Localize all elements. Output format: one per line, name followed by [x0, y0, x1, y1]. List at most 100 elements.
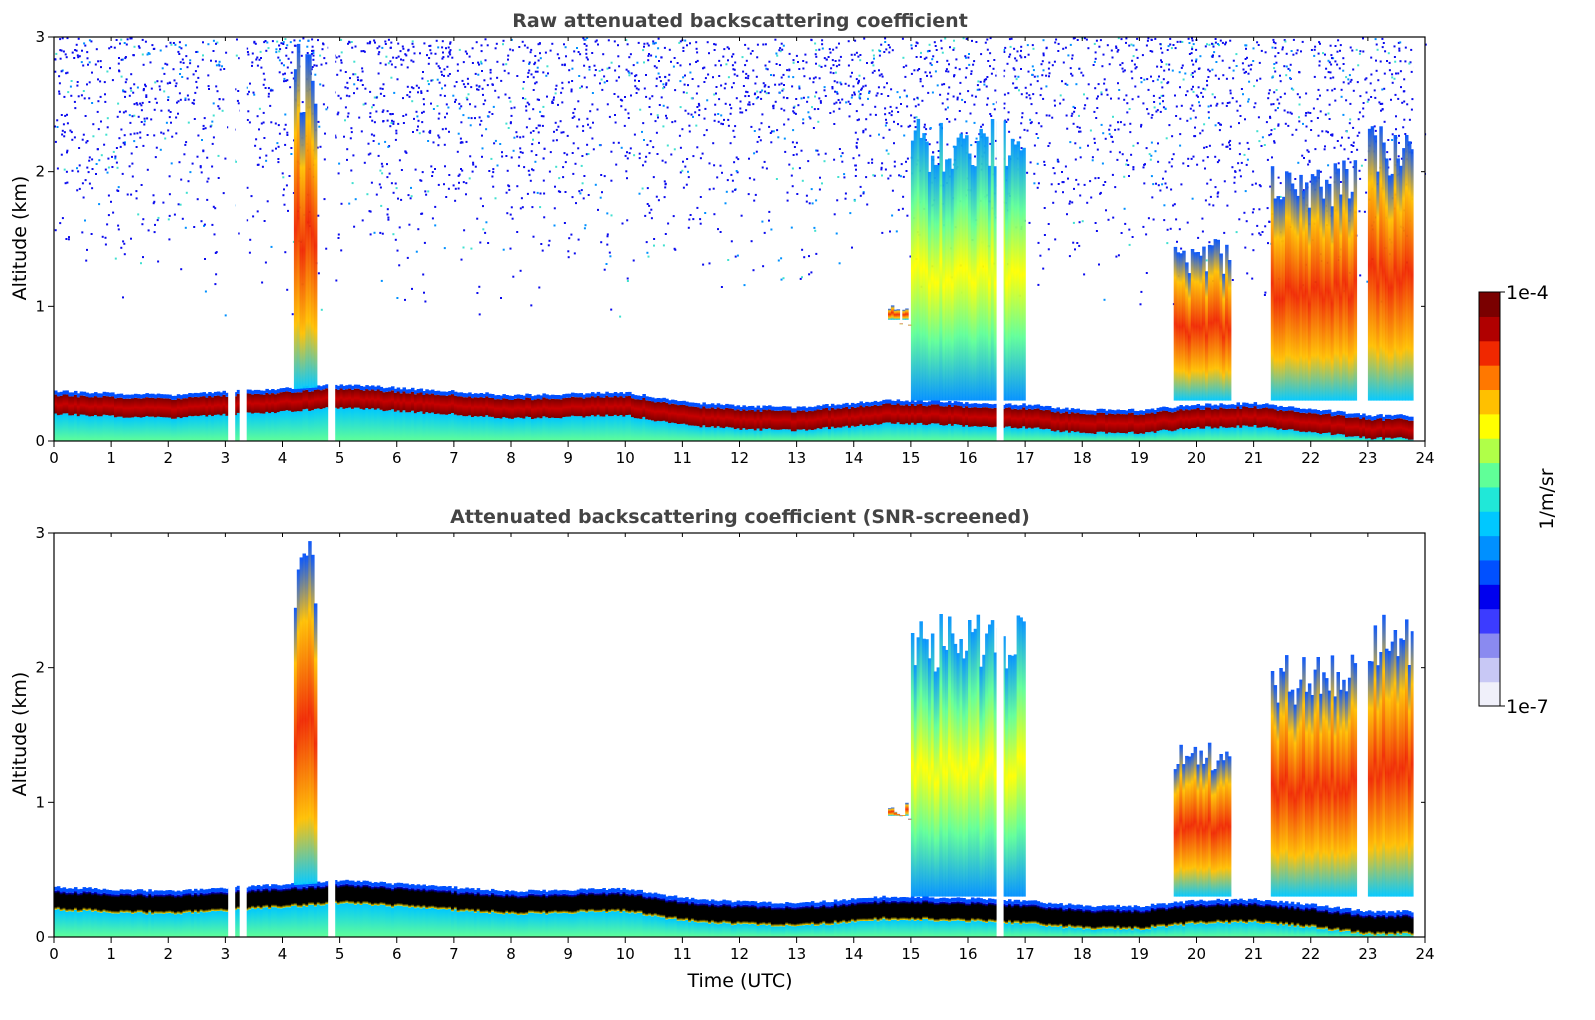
x-axis-label: Time (UTC)	[686, 970, 792, 992]
x-tick-label: 6	[392, 449, 402, 467]
x-tick-label: 18	[1073, 945, 1092, 963]
data-gap	[996, 533, 1004, 937]
x-tick-label: 15	[901, 449, 920, 467]
colorbar-block	[1479, 389, 1500, 415]
x-tick-label: 9	[563, 449, 573, 467]
colorbar: 1e-4 1e-7 1/m/sr	[1478, 282, 1558, 718]
x-tick-label: 0	[49, 449, 59, 467]
colorbar-block	[1479, 365, 1500, 391]
x-tick-label: 2	[163, 449, 173, 467]
x-tick-label: 4	[278, 449, 288, 467]
colorbar-block	[1479, 559, 1500, 585]
x-tick-label: 23	[1358, 449, 1377, 467]
x-tick-label: 24	[1415, 945, 1434, 963]
colorbar-block	[1479, 608, 1500, 634]
x-tick-label: 10	[616, 945, 635, 963]
x-tick-label: 8	[506, 449, 516, 467]
colorbar-block	[1479, 681, 1500, 707]
colorbar-block	[1479, 535, 1500, 561]
x-tick-group: 0 1 2 3 4 5 6 7 8 9 10 11 12 13 14 15 16 17 18 19 20 21 22 23 24	[49, 533, 1435, 963]
colorbar-min-label: 1e-7	[1506, 696, 1549, 718]
x-tick-label: 23	[1358, 945, 1377, 963]
x-tick-label: 6	[392, 945, 402, 963]
x-tick-label: 15	[901, 945, 920, 963]
y-tick-group: 0 1 2 3	[35, 524, 1425, 946]
panel-title: Attenuated backscattering coefficient (S…	[450, 506, 1030, 528]
x-tick-label: 24	[1415, 449, 1434, 467]
boundary-layer	[54, 879, 1415, 937]
data-gap	[239, 37, 247, 441]
boundary-layer	[54, 384, 1415, 441]
x-tick-label: 0	[49, 945, 59, 963]
x-tick-label: 14	[844, 449, 863, 467]
colorbar-block	[1479, 292, 1500, 317]
colorbar-block	[1479, 462, 1500, 488]
x-tick-label: 19	[1130, 449, 1149, 467]
x-tick-label: 2	[163, 945, 173, 963]
y-tick-label: 2	[35, 659, 45, 677]
y-axis-label: Altitude (km)	[9, 672, 31, 797]
colorbar-block	[1479, 438, 1500, 464]
x-tick-label: 20	[1187, 945, 1206, 963]
x-tick-label: 8	[506, 945, 516, 963]
x-tick-label: 1	[106, 449, 116, 467]
x-tick-label: 11	[673, 945, 692, 963]
x-tick-label: 3	[221, 449, 231, 467]
x-tick-label: 16	[958, 945, 977, 963]
snr-screened-backscatter-panel: Attenuated backscattering coefficient (S…	[9, 506, 1435, 992]
x-tick-label: 7	[449, 945, 459, 963]
y-tick-label: 3	[35, 28, 45, 46]
y-axis-label: Altitude (km)	[9, 176, 31, 301]
data-gap	[996, 37, 1004, 441]
y-tick-label: 0	[35, 432, 45, 450]
x-tick-label: 13	[787, 449, 806, 467]
y-tick-label: 2	[35, 163, 45, 181]
x-tick-label: 12	[730, 449, 749, 467]
y-tick-label: 3	[35, 524, 45, 542]
colorbar-block	[1479, 584, 1500, 610]
x-tick-label: 16	[958, 449, 977, 467]
x-tick-label: 21	[1244, 945, 1263, 963]
data-gaps	[228, 533, 1425, 937]
raw-backscatter-panel: Raw attenuated backscattering coefficien…	[9, 10, 1435, 467]
x-tick-label: 22	[1301, 945, 1320, 963]
data-gap	[228, 37, 236, 441]
x-tick-label: 9	[563, 945, 573, 963]
cloud-layers	[293, 43, 1415, 401]
x-tick-label: 5	[335, 449, 345, 467]
panel-title: Raw attenuated backscattering coefficien…	[512, 10, 968, 32]
x-tick-label: 1	[106, 945, 116, 963]
x-tick-label: 18	[1073, 449, 1092, 467]
x-tick-label: 17	[1016, 449, 1035, 467]
x-tick-label: 17	[1016, 945, 1035, 963]
x-tick-label: 13	[787, 945, 806, 963]
colorbar-block	[1479, 340, 1500, 366]
heatmap-area	[54, 533, 1425, 937]
colorbar-block	[1479, 657, 1500, 683]
x-tick-label: 12	[730, 945, 749, 963]
data-gap	[228, 533, 236, 937]
colorbar-unit-label: 1/m/sr	[1536, 468, 1558, 529]
colorbar-block	[1479, 632, 1500, 658]
x-tick-label: 4	[278, 945, 288, 963]
colorbar-block	[1479, 486, 1500, 512]
colorbar-block	[1479, 316, 1500, 342]
x-tick-label: 14	[844, 945, 863, 963]
colorbar-blocks	[1479, 292, 1500, 707]
colorbar-max-label: 1e-4	[1506, 282, 1549, 304]
y-tick-label: 1	[35, 297, 45, 315]
y-tick-label: 1	[35, 793, 45, 811]
x-tick-label: 22	[1301, 449, 1320, 467]
x-tick-label: 7	[449, 449, 459, 467]
x-tick-label: 10	[616, 449, 635, 467]
x-tick-label: 19	[1130, 945, 1149, 963]
x-tick-label: 20	[1187, 449, 1206, 467]
data-gap	[328, 37, 336, 441]
colorbar-frame	[1478, 291, 1501, 707]
data-gap	[239, 533, 247, 937]
y-tick-group: 0 1 2 3	[35, 28, 1425, 450]
x-tick-label: 21	[1244, 449, 1263, 467]
y-tick-label: 0	[35, 928, 45, 946]
x-tick-label: 11	[673, 449, 692, 467]
